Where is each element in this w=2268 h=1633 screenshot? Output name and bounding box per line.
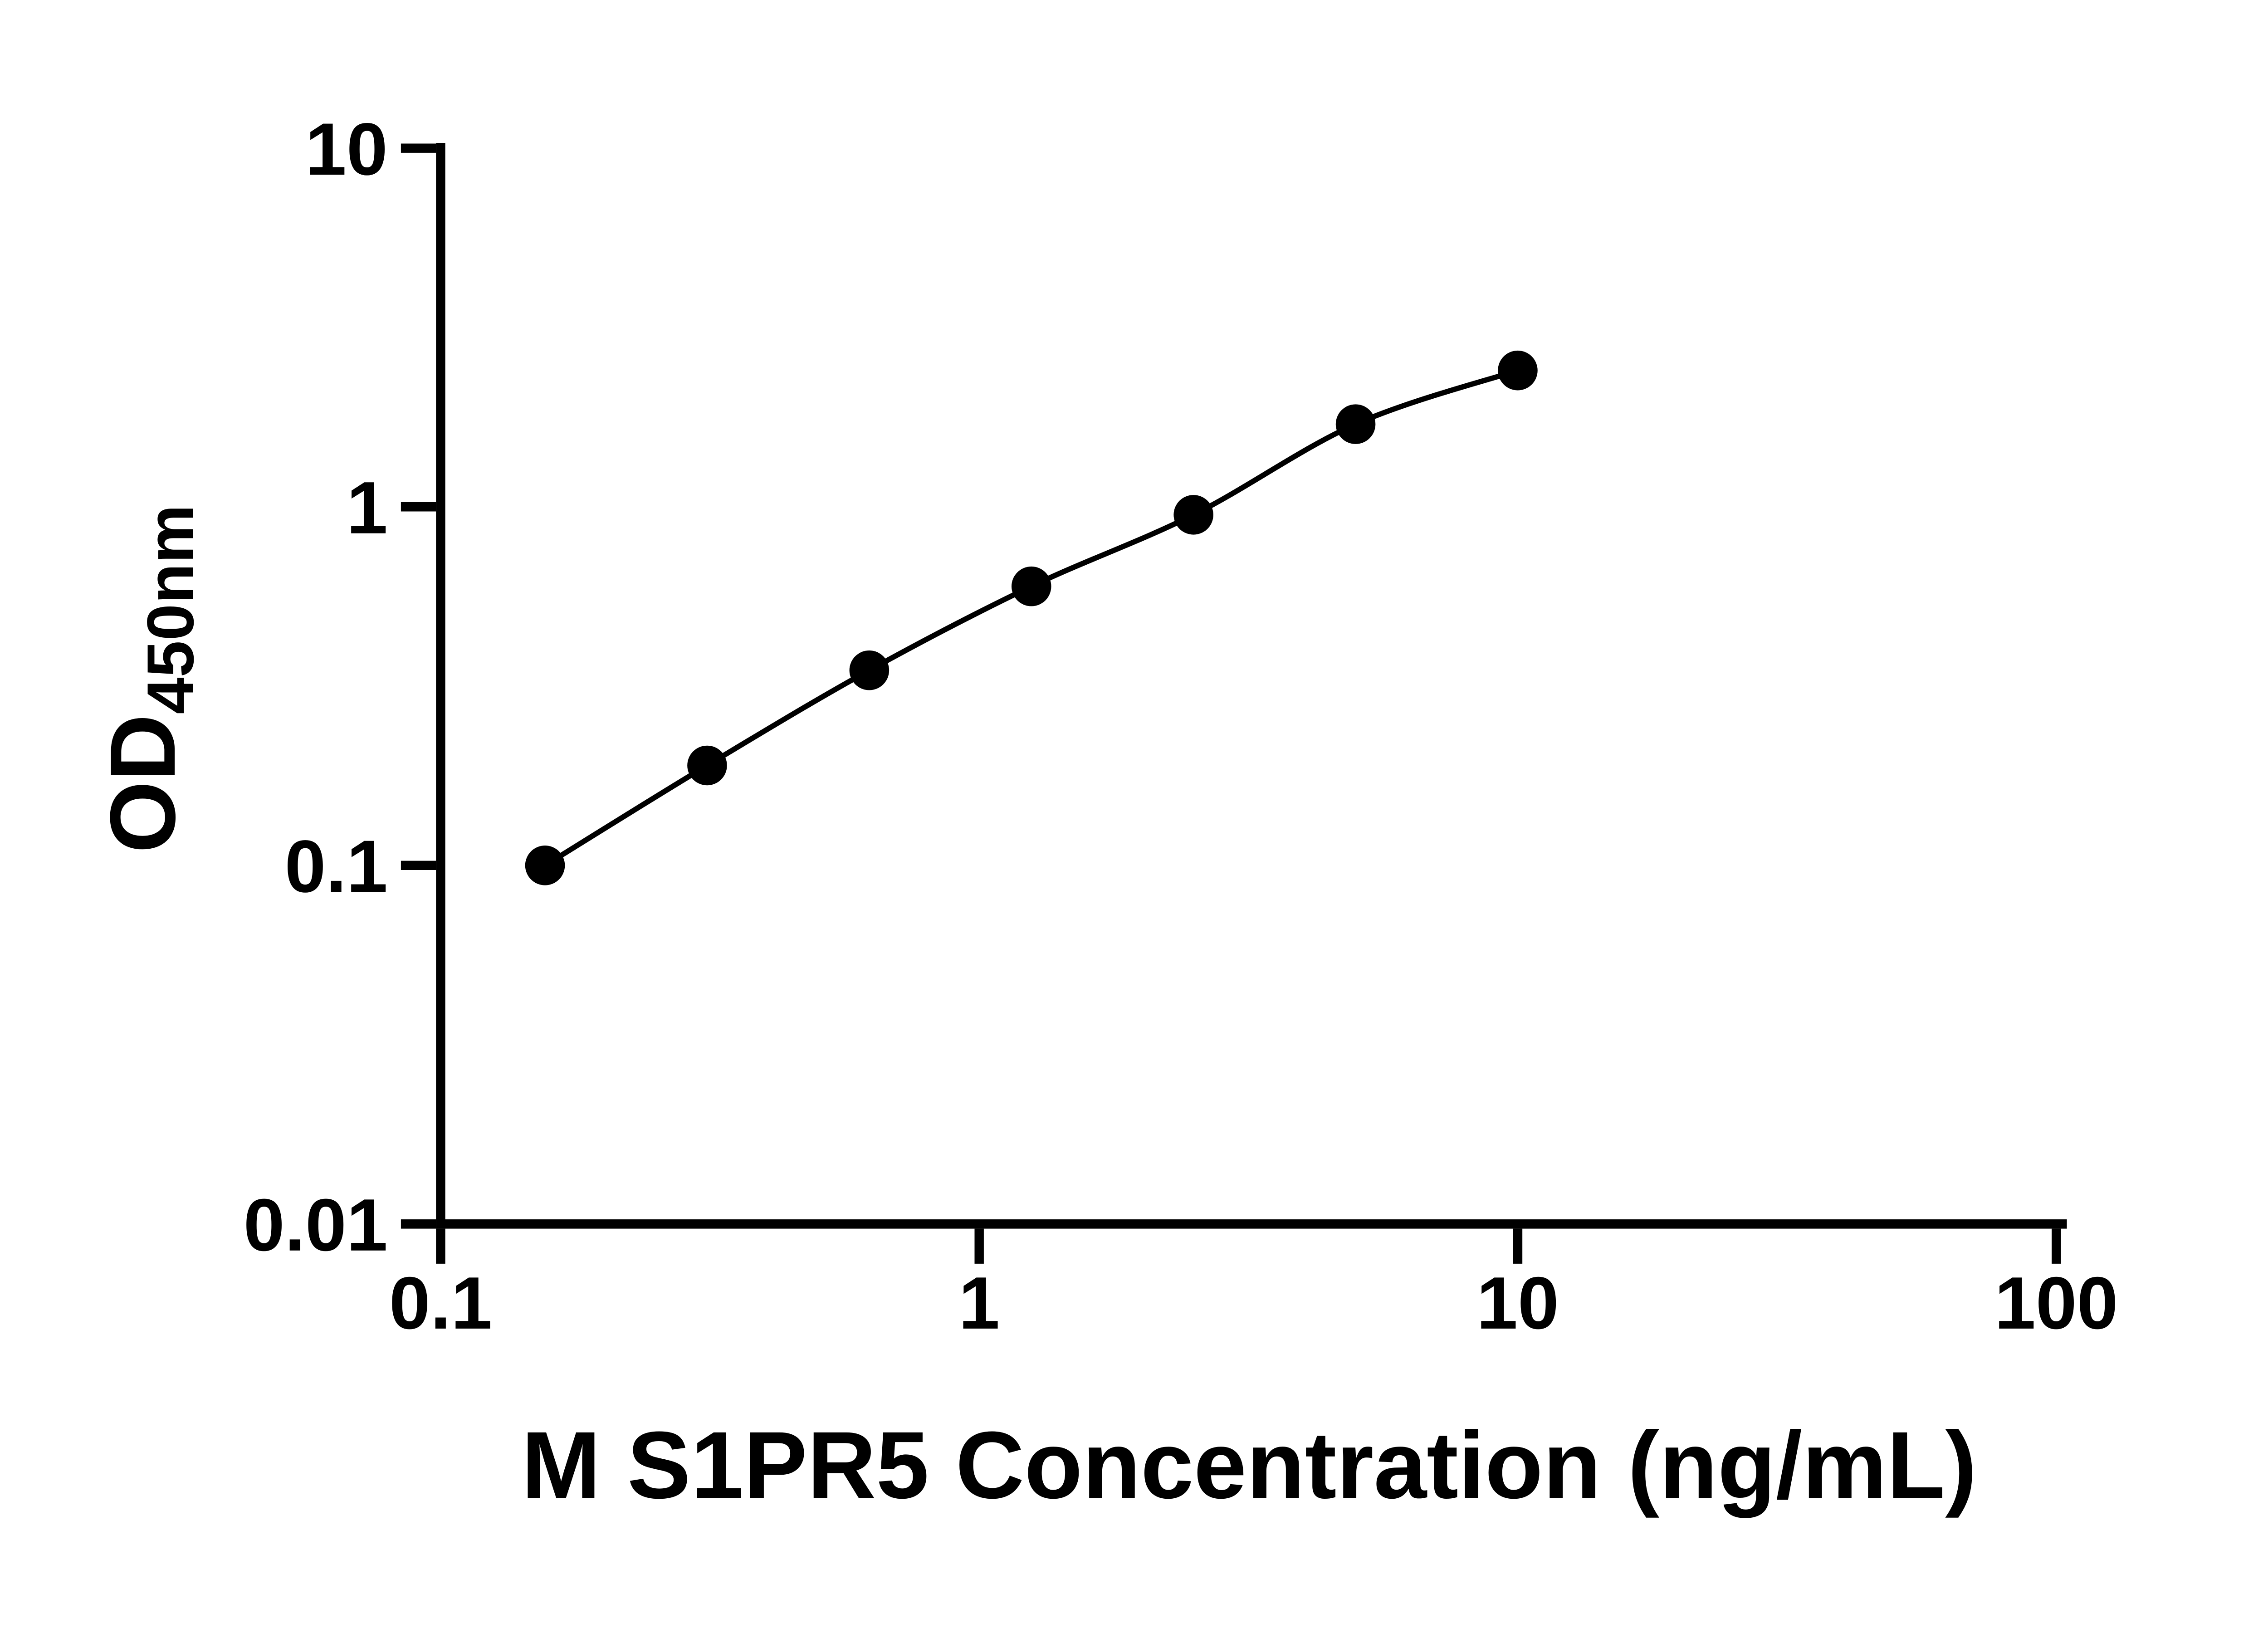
elisa-standard-curve-figure: 0.1 1 10 100 0.01 0.1 1 10 M S1PR5 Concentratio… bbox=[91, 108, 2118, 1519]
data-point-marker bbox=[1173, 495, 1213, 535]
data-point-marker bbox=[849, 650, 890, 690]
standard-curve-line bbox=[543, 368, 1519, 868]
data-point-marker bbox=[1011, 566, 1051, 606]
y-axis-title-sub: 450nm bbox=[133, 504, 207, 714]
y-axis-title-main: OD bbox=[91, 714, 195, 853]
y-axis-tick-label: 10 bbox=[305, 108, 388, 191]
x-axis-title: M S1PR5 Concentration (ng/mL) bbox=[521, 1412, 1977, 1518]
data-point-marker bbox=[1335, 404, 1376, 444]
data-point-marker bbox=[1498, 350, 1538, 391]
x-axis-tick-label: 10 bbox=[1476, 1261, 1559, 1345]
y-axis-tick-label: 0.1 bbox=[285, 825, 388, 908]
y-axis-tick-label: 1 bbox=[347, 466, 388, 549]
data-point-marker bbox=[687, 745, 727, 786]
x-axis-tick-label: 0.1 bbox=[389, 1261, 492, 1345]
x-axis-tick-label: 1 bbox=[958, 1261, 1000, 1345]
data-point-marker bbox=[525, 846, 565, 885]
y-axis-tick-label: 0.01 bbox=[244, 1183, 388, 1266]
y-axis-title: OD450nm bbox=[91, 504, 207, 853]
x-axis-tick-label: 100 bbox=[1994, 1261, 2118, 1345]
